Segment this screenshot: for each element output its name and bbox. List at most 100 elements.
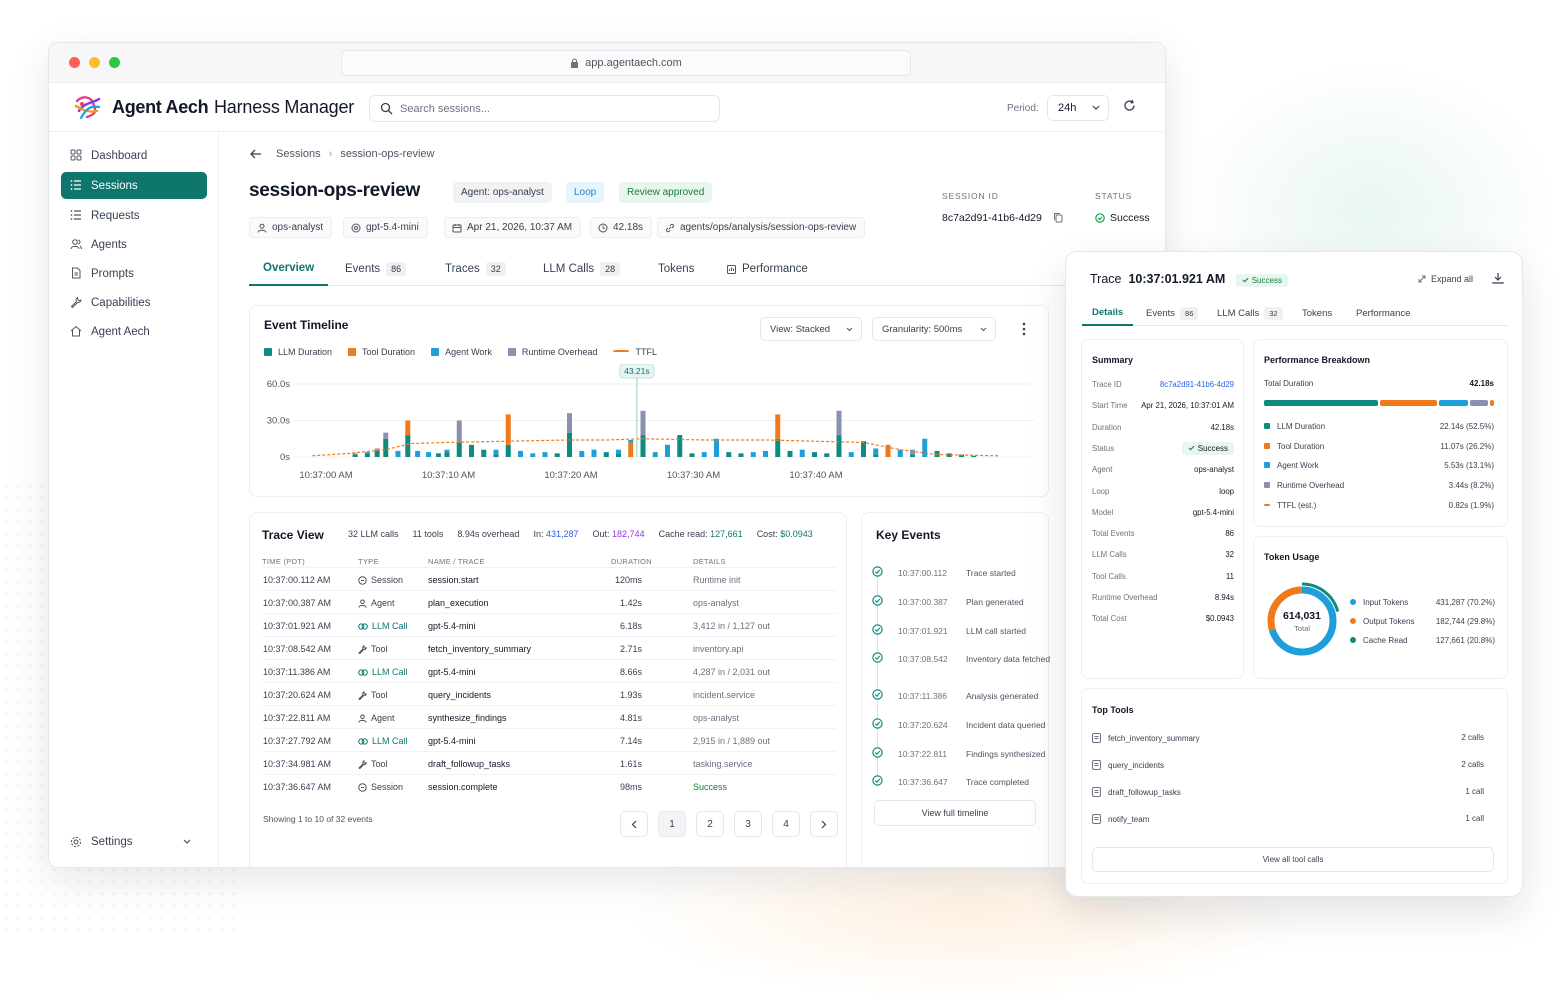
panel-tab-performance[interactable]: Performance xyxy=(1356,300,1410,326)
trace-view-stats: 32 LLM calls 11 tools 8.94s overhead In:… xyxy=(348,529,813,539)
token-usage-title: Token Usage xyxy=(1264,552,1320,562)
page-1-button[interactable]: 1 xyxy=(658,811,686,837)
tab-llm-calls[interactable]: LLM Calls 28 xyxy=(543,252,621,286)
page-4-button[interactable]: 4 xyxy=(772,811,800,837)
more-options-icon[interactable] xyxy=(1022,322,1026,336)
timeline-bar-segment xyxy=(518,450,523,457)
tab-tokens[interactable]: Tokens xyxy=(658,252,694,286)
tab-overview[interactable]: Overview xyxy=(249,252,329,286)
users-icon xyxy=(70,239,82,250)
table-row[interactable]: 10:37:20.624 AM Tool query_incidents 1.93s i… xyxy=(262,682,836,705)
period-select[interactable]: 24h xyxy=(1047,95,1109,121)
timeline-bar-segment xyxy=(481,449,487,457)
expand-all-button[interactable]: Expand all xyxy=(1418,274,1473,284)
table-row[interactable]: 10:37:27.792 AM LLM Call gpt-5.4-mini 7.14s… xyxy=(262,728,836,751)
meta-path: agents/ops/analysis/session-ops-review xyxy=(657,217,866,238)
key-event-item[interactable]: 10:37:36.647 Trace completed xyxy=(872,775,1052,803)
key-event-item[interactable]: 10:37:22.811 Findings synthesized xyxy=(872,747,1052,775)
sidebar-item-agents[interactable]: Agents xyxy=(61,231,207,258)
table-row[interactable]: 10:37:00.387 AM Agent plan_execution 1.42s o… xyxy=(262,590,836,613)
col-name: NAME / TRACE xyxy=(428,557,485,566)
panel-tab-details[interactable]: Details xyxy=(1082,300,1134,326)
meta-duration: 42.18s xyxy=(590,217,653,238)
performance-value: 3.44s (8.2%) xyxy=(1448,481,1494,491)
cell-duration: 1.42s xyxy=(619,598,642,608)
key-event-item[interactable]: 10:37:11.386 Analysis generated xyxy=(872,689,1052,717)
sidebar-item-prompts[interactable]: Prompts xyxy=(61,260,207,287)
summary-key: Duration xyxy=(1092,422,1122,432)
table-row[interactable]: 10:37:22.811 AM Agent synthesize_findings 4… xyxy=(262,705,836,728)
key-event-item[interactable]: 10:37:00.387 Plan generated xyxy=(872,595,1052,623)
key-event-item[interactable]: 10:37:00.112 Trace started xyxy=(872,566,1052,594)
timeline-bar-segment xyxy=(456,442,462,457)
summary-key: Tool Calls xyxy=(1092,571,1126,581)
close-window-button[interactable] xyxy=(69,57,80,68)
maximize-window-button[interactable] xyxy=(109,57,120,68)
legend-label: Runtime Overhead xyxy=(521,347,598,357)
review-approved-tag: Review approved xyxy=(619,182,713,203)
table-row[interactable]: 10:37:34.981 AM Tool draft_followup_tasks 1… xyxy=(262,751,836,774)
total-duration-row: Total Duration 42.18s xyxy=(1264,379,1494,388)
table-row[interactable]: 10:37:08.542 AM Tool fetch_inventory_summa… xyxy=(262,636,836,659)
top-tool-row[interactable]: draft_followup_tasks 1 call xyxy=(1092,787,1484,797)
timeline-bar-segment xyxy=(885,444,891,457)
token-label: Cache Read xyxy=(1363,636,1408,645)
total-duration-label: Total Duration xyxy=(1264,379,1314,388)
summary-value[interactable]: 8c7a2d91-41b6-4d29 xyxy=(1159,380,1234,389)
table-row[interactable]: 10:37:11.386 AM LLM Call gpt-5.4-mini 8.66s… xyxy=(262,659,836,682)
top-tools-card: Top Tools fetch_inventory_summary 2 calls… xyxy=(1081,688,1508,884)
panel-tab-events[interactable]: Events 86 xyxy=(1146,300,1199,326)
key-event-item[interactable]: 10:37:20.624 Incident data queried xyxy=(872,718,1052,746)
sidebar-item-dashboard[interactable]: Dashboard xyxy=(61,142,207,169)
cell-time: 10:37:00.387 AM xyxy=(263,598,332,608)
panel-tab-llm-calls[interactable]: LLM Calls 32 xyxy=(1217,300,1283,326)
search-input[interactable]: Search sessions... xyxy=(369,95,720,122)
next-page-button[interactable] xyxy=(810,811,838,837)
summary-card: Summary Trace ID 8c7a2d91-41b6-4d29 Start … xyxy=(1081,339,1244,679)
settings-menu[interactable]: Settings xyxy=(61,829,207,855)
tab-traces[interactable]: Traces 32 xyxy=(445,252,506,286)
check-circle-icon xyxy=(872,595,883,606)
tab-events[interactable]: Events 86 xyxy=(345,252,407,286)
granularity-select[interactable]: Granularity: 500ms xyxy=(872,317,996,341)
sidebar-item-capabilities[interactable]: Capabilities xyxy=(61,289,207,316)
table-row[interactable]: 10:37:36.647 AM Session session.complete 98… xyxy=(262,774,836,797)
cell-type: Session xyxy=(358,782,403,792)
performance-value: 5.53s (13.1%) xyxy=(1444,461,1494,471)
table-row[interactable]: 10:37:00.112 AM Session session.start 120ms… xyxy=(262,567,836,590)
download-icon[interactable] xyxy=(1492,272,1504,284)
table-row[interactable]: 10:37:01.921 AM LLM Call gpt-5.4-mini 6.18s… xyxy=(262,613,836,636)
cell-type: Tool xyxy=(358,690,388,700)
view-all-tool-calls-button[interactable]: View all tool calls xyxy=(1092,847,1494,872)
key-event-item[interactable]: 10:37:01.921 LLM call started xyxy=(872,624,1052,652)
breadcrumb-sessions-link[interactable]: Sessions xyxy=(276,148,321,160)
copy-icon[interactable] xyxy=(1053,212,1063,223)
prev-page-button[interactable] xyxy=(620,811,648,837)
performance-swatch xyxy=(1264,442,1270,449)
top-tool-row[interactable]: notify_team 1 call xyxy=(1092,814,1484,824)
back-arrow-icon[interactable] xyxy=(250,149,262,159)
view-full-timeline-button[interactable]: View full timeline xyxy=(874,800,1036,826)
timeline-bar-segment xyxy=(374,450,380,457)
performance-bar-segment xyxy=(1380,400,1438,406)
sidebar-item-requests[interactable]: Requests xyxy=(61,202,207,229)
summary-key: LLM Calls xyxy=(1092,550,1127,560)
view-select[interactable]: View: Stacked xyxy=(760,317,862,341)
cell-name: gpt-5.4-mini xyxy=(428,621,476,631)
tab-performance[interactable]: Performance xyxy=(727,252,808,286)
minimize-window-button[interactable] xyxy=(89,57,100,68)
top-tool-row[interactable]: query_incidents 2 calls xyxy=(1092,760,1484,770)
page-3-button[interactable]: 3 xyxy=(734,811,762,837)
timeline-bar-segment xyxy=(787,450,793,457)
key-event-item[interactable]: 10:37:08.542 Inventory data fetched xyxy=(872,652,1052,680)
address-bar[interactable]: app.agentaech.com xyxy=(341,50,911,76)
page-2-button[interactable]: 2 xyxy=(696,811,724,837)
sidebar-item-sessions[interactable]: Sessions xyxy=(61,172,207,199)
sidebar-item-agent-aech[interactable]: Agent Aech xyxy=(61,318,207,345)
summary-key: Total Events xyxy=(1092,529,1135,539)
timeline-bar-segment xyxy=(383,438,389,457)
performance-breakdown-card: Performance Breakdown Total Duration 42.… xyxy=(1253,339,1508,527)
refresh-icon[interactable] xyxy=(1123,99,1136,112)
panel-tab-tokens[interactable]: Tokens xyxy=(1302,300,1332,326)
top-tool-row[interactable]: fetch_inventory_summary 2 calls xyxy=(1092,733,1484,743)
